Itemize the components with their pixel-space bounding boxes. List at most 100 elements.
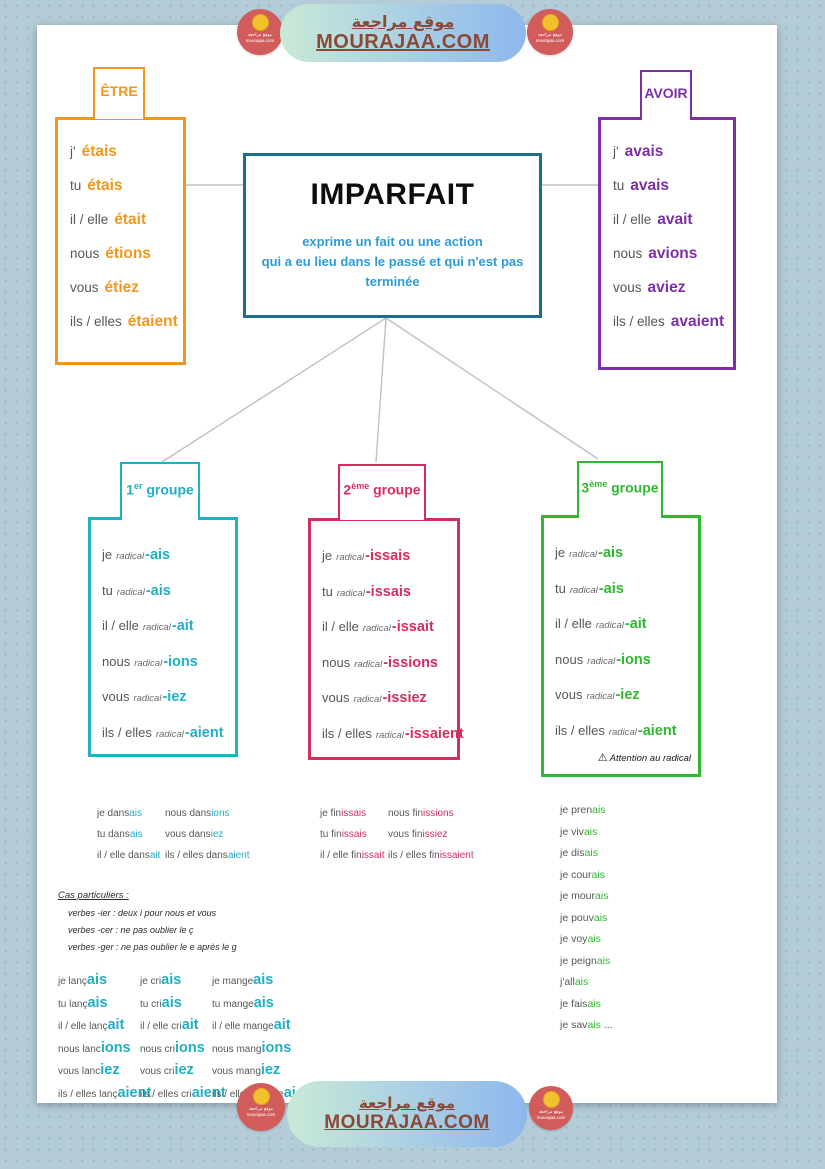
ending: -aient: [184, 724, 224, 741]
badge-arabic-text: موقع مراجعة: [247, 33, 273, 38]
stem: il / elle lanç: [58, 1021, 108, 1032]
avoir-box: j' avais tu avais il / elle avait nous avion…: [598, 117, 736, 370]
group1-examples-col2: nous dansions vous dansiez ils / elles dan…: [165, 803, 250, 866]
avoir-label: AVOIR: [640, 70, 692, 120]
stem: nous mang: [212, 1043, 262, 1055]
example-row: nous mangions: [212, 1038, 318, 1061]
pronoun: ils / elles: [102, 724, 152, 740]
conjugation-row: ils / elles avaient: [613, 305, 733, 339]
ending: -iez: [162, 689, 187, 705]
ending: -issais: [365, 548, 411, 564]
radical-placeholder: radical: [142, 622, 171, 633]
suffix: ...: [600, 1019, 613, 1031]
conjugation-row: j' étais: [70, 135, 183, 169]
site-title-arabic[interactable]: موقع مراجعة: [351, 12, 455, 31]
radical-placeholder: radical: [116, 551, 145, 562]
conjugation-row: nous radical-issions: [322, 646, 457, 682]
radical-placeholder: radical: [595, 620, 624, 631]
example-row: je criais: [140, 970, 226, 993]
example-row: nous finissions: [388, 803, 474, 824]
stem: nous dans: [165, 808, 212, 819]
example-row: il / elle dansait: [97, 845, 160, 866]
conjugation-row: vous radical-iez: [102, 680, 235, 716]
stem: ils / elles fin: [388, 850, 440, 861]
definition-line: qui a eu lieu dans le passé et qui n'est…: [261, 254, 524, 289]
site-title-link[interactable]: MOURAJAA.COM: [316, 31, 490, 53]
ending: -iez: [615, 687, 640, 703]
stem: je cri: [140, 976, 162, 987]
ending: ais: [129, 829, 143, 840]
example-row: je savais ...: [560, 1015, 613, 1037]
example-row: je mangeais: [212, 970, 318, 993]
conjugation-row: ils / elles radical-issaient: [322, 717, 464, 753]
stem: je voy: [560, 933, 588, 945]
example-row: je mourais: [560, 886, 613, 908]
site-title-link[interactable]: MOURAJAA.COM: [324, 1112, 490, 1133]
example-row: je disais: [560, 843, 613, 865]
ending: ions: [211, 808, 230, 819]
badge-latin-text: mourajaa.com: [246, 1112, 276, 1117]
ending: -issions: [383, 654, 438, 671]
example-row: je faisais: [560, 994, 613, 1016]
verb-form: étais: [81, 143, 117, 160]
pronoun: vous: [102, 689, 130, 704]
stem: tu mange: [212, 998, 254, 1010]
ending: iez: [100, 1062, 120, 1078]
ending: -ais: [598, 580, 624, 597]
example-row: je lançais: [58, 970, 151, 993]
conjugation-row: tu radical-issais: [322, 575, 457, 611]
group2-label: 2ème groupe: [338, 464, 426, 520]
stem: vous lanc: [58, 1066, 101, 1077]
definition-line: exprime un fait ou une action: [302, 234, 483, 249]
radical-placeholder: radical: [375, 729, 404, 741]
stem: il / elle dans: [97, 850, 150, 861]
ending: -ait: [624, 616, 647, 632]
verb-form: avions: [648, 245, 698, 262]
stem: nous fin: [388, 808, 424, 819]
example-row: tu criais: [140, 993, 226, 1016]
ending: aient: [227, 850, 250, 861]
group-word: groupe: [369, 481, 421, 498]
stem: je mour: [560, 890, 596, 902]
notes-title: Cas particuliers :: [58, 890, 129, 901]
conjugation-row: ils / elles étaient: [70, 305, 183, 339]
ending: ais: [87, 994, 108, 1011]
footer-banner: موقع مراجعة MOURAJAA.COM: [287, 1081, 527, 1147]
conjugation-row: nous avions: [613, 237, 733, 271]
stem: il / elle fin: [320, 850, 362, 861]
ending: -ais: [598, 545, 624, 561]
pronoun: ils / elles: [555, 722, 605, 738]
conjugation-row: tu radical-ais: [555, 572, 698, 608]
ending: ais: [161, 994, 182, 1011]
radical-placeholder: radical: [569, 549, 598, 560]
stem: je dans: [97, 808, 130, 819]
ending: -issaient: [404, 725, 464, 742]
radical-placeholder: radical: [155, 728, 184, 740]
ending: ais: [129, 808, 143, 819]
conjugation-row: tu avais: [613, 169, 733, 203]
stem: ils / elles cri: [140, 1088, 192, 1100]
stem: je mange: [212, 976, 254, 987]
connector-line: [385, 317, 599, 460]
attention-note: ⚠ Attention au radical: [544, 751, 698, 764]
example-row: je dansais: [97, 803, 160, 824]
radical-placeholder: radical: [362, 623, 391, 634]
example-row: tu mangeais: [212, 993, 318, 1016]
pronoun: tu: [322, 583, 333, 599]
radical-placeholder: radical: [134, 657, 163, 669]
warning-icon: ⚠: [597, 752, 608, 764]
site-title-arabic[interactable]: موقع مراجعة: [358, 1094, 456, 1112]
conjugation-row: il / elle radical-ait: [102, 609, 235, 645]
example-row: ils / elles criaient: [140, 1083, 226, 1106]
pronoun: tu: [555, 580, 566, 596]
example-row: ils / elles dansaient: [165, 845, 250, 866]
ending: -ions: [163, 653, 198, 670]
badge-arabic-text: موقع مراجعة: [248, 1107, 274, 1112]
ending: ait: [149, 850, 161, 861]
conjugation-row: vous étiez: [70, 271, 183, 305]
ending: -aient: [637, 722, 677, 739]
site-logo-badge: موقع مراجعة mourajaa.com: [237, 9, 283, 55]
pronoun: il / elle: [102, 618, 139, 633]
pronoun: nous: [70, 246, 100, 261]
